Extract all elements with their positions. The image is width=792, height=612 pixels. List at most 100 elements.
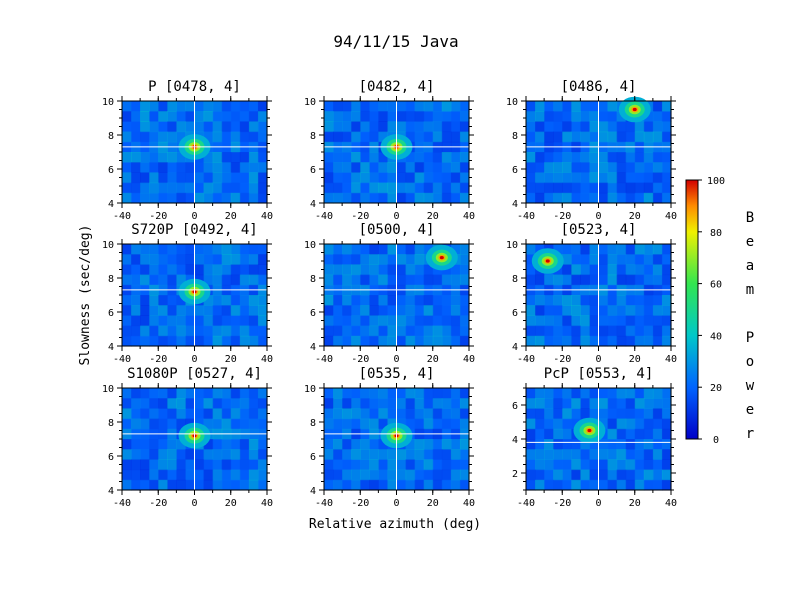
heatmap-cell	[423, 152, 434, 163]
heatmap-cell	[122, 111, 132, 122]
heatmap-cell	[459, 479, 470, 491]
heatmap-cell	[580, 152, 591, 163]
heatmap-cell	[535, 162, 545, 173]
heatmap-cell	[131, 172, 141, 184]
heatmap-cell	[212, 315, 223, 327]
heatmap-cell	[544, 182, 554, 194]
heatmap-cell	[221, 182, 232, 194]
heatmap-cell	[257, 254, 268, 265]
heatmap-cell	[333, 101, 343, 112]
heatmap-cell	[212, 479, 223, 491]
heatmap-cell	[414, 449, 425, 460]
heatmap-cell	[598, 449, 609, 460]
heatmap-cell	[405, 315, 416, 327]
heatmap-cell	[616, 479, 627, 491]
colorbar-tick-label: 40	[710, 331, 722, 342]
heatmap-cell	[405, 418, 416, 430]
heatmap-cell	[450, 408, 461, 420]
heatmap-cell	[580, 162, 591, 173]
heatmap-cell	[598, 101, 609, 112]
heatmap-cell	[634, 172, 645, 184]
heatmap-cell	[167, 172, 177, 184]
x-tick-label: 20	[427, 354, 439, 365]
heatmap-cell	[607, 439, 618, 450]
heatmap-cell	[544, 388, 554, 399]
heatmap-cell	[167, 192, 177, 204]
heatmap-cell	[396, 305, 407, 316]
heatmap-cell	[580, 101, 591, 112]
heatmap-cell	[661, 192, 672, 204]
heatmap-cell	[342, 459, 352, 471]
colorbar-label-letter: e	[746, 402, 754, 418]
heatmap-cell	[571, 264, 581, 276]
heatmap-cell	[131, 274, 141, 286]
heatmap-cell	[239, 111, 250, 122]
heatmap-cell	[203, 152, 214, 163]
heatmap-cell	[616, 244, 627, 255]
heatmap-cell	[176, 111, 187, 122]
heatmap-cell	[185, 192, 196, 204]
heatmap-cell	[535, 295, 545, 306]
heatmap-cell	[580, 182, 591, 194]
heatmap-cell	[230, 254, 241, 265]
heatmap-cell	[535, 398, 545, 409]
heatmap-cell	[432, 305, 443, 316]
x-tick-label: -40	[517, 498, 535, 509]
heatmap-cell	[625, 408, 636, 420]
heatmap-cell	[643, 192, 654, 204]
heatmap-cell	[598, 244, 609, 255]
heatmap-cell	[652, 408, 663, 420]
heatmap-cell	[589, 172, 600, 184]
heatmap-cell	[387, 254, 398, 265]
panel-1: P [0478, 4] -40 -20 0 20 40 4 6 8 10	[102, 79, 273, 222]
heatmap-cell	[553, 101, 563, 112]
heatmap-cell	[441, 388, 452, 399]
heatmap-cell	[580, 439, 591, 450]
heatmap-cell	[342, 418, 352, 430]
heatmap-cell	[553, 111, 563, 122]
heatmap-cell	[360, 274, 370, 286]
heatmap-cell	[167, 111, 177, 122]
heatmap-cell	[387, 172, 398, 184]
heatmap-cell	[239, 449, 250, 460]
heatmap-cell	[598, 131, 609, 143]
heatmap-cell	[140, 418, 150, 430]
heatmap-cell	[414, 388, 425, 399]
heatmap-cell	[176, 335, 187, 347]
heatmap-cell	[544, 121, 554, 133]
heatmap-cell	[387, 325, 398, 337]
heatmap-cell	[342, 162, 352, 173]
heatmap-cell	[230, 325, 241, 337]
heatmap-cell	[553, 398, 563, 409]
heatmap-cell	[369, 295, 379, 306]
heatmap-cell	[616, 388, 627, 399]
heatmap-cell	[544, 449, 554, 460]
heatmap-cell	[616, 172, 627, 184]
heatmap-cell	[360, 264, 370, 276]
heatmap-cell	[167, 152, 177, 163]
heatmap-cell	[450, 335, 461, 347]
heatmap-cell	[176, 398, 187, 409]
heatmap-cell	[396, 479, 407, 491]
heatmap-cell	[203, 408, 214, 420]
heatmap-cell	[167, 131, 177, 143]
heatmap-cell	[526, 439, 536, 450]
heatmap-cell	[396, 295, 407, 306]
heatmap-cell	[652, 295, 663, 306]
heatmap-cell	[562, 449, 572, 460]
heatmap-cell	[526, 388, 536, 399]
panel-6: [0523, 4] -40 -20 0 20 40 4 6 8 10	[506, 222, 677, 365]
heatmap-cell	[122, 315, 132, 327]
heatmap-cell	[616, 408, 627, 420]
heatmap-cell	[257, 398, 268, 409]
heatmap-cell	[194, 121, 205, 133]
heatmap-cell	[625, 254, 636, 265]
heatmap-cell	[526, 121, 536, 133]
heatmap-cell	[248, 398, 259, 409]
heatmap-cell	[616, 459, 627, 471]
colorbar-tick-label: 0	[713, 435, 719, 446]
y-tick-label: 10	[102, 384, 114, 395]
heatmap-cell	[535, 152, 545, 163]
heatmap-cell	[369, 162, 379, 173]
heatmap-cell	[616, 162, 627, 173]
